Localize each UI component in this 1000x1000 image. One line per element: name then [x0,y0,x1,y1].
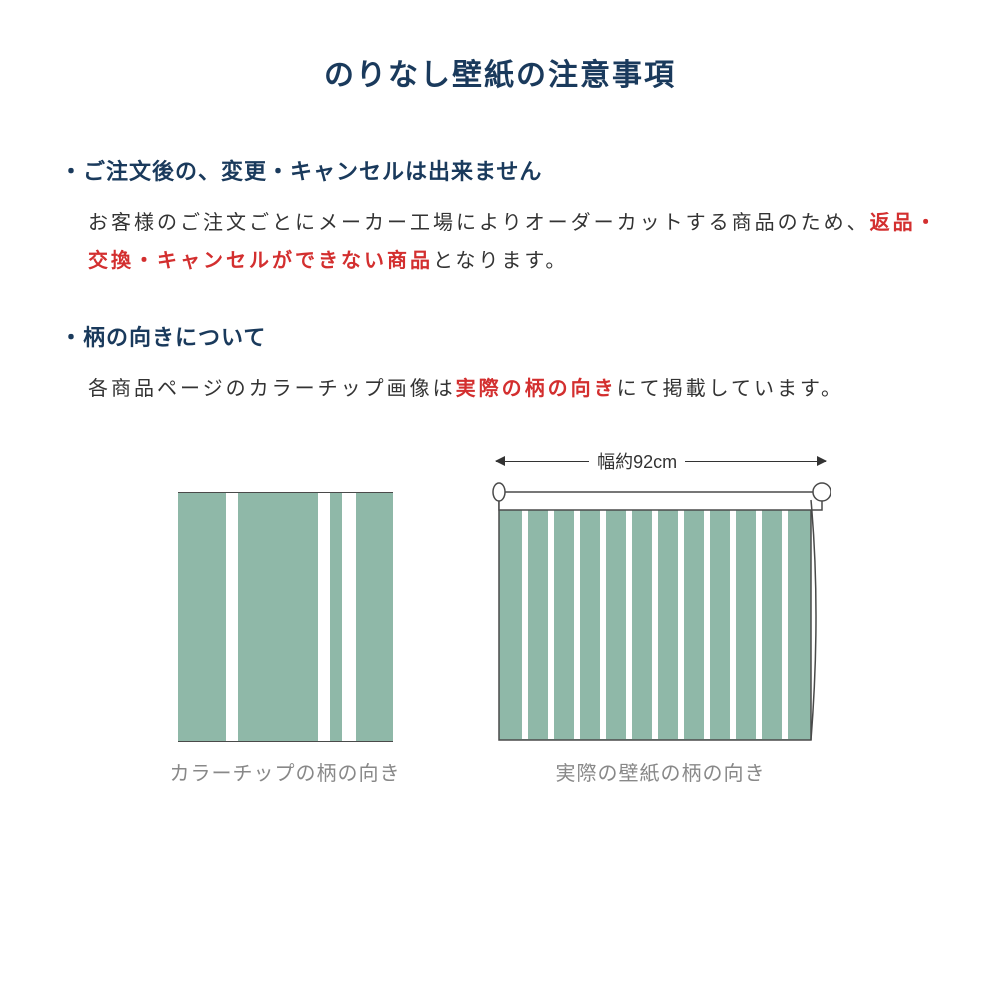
text-post: となります。 [433,250,568,272]
body-cancel: お客様のご注文ごとにメーカー工場によりオーダーカットする商品のため、返品・交換・… [60,204,940,280]
section-pattern-direction: ・柄の向きについて 各商品ページのカラーチップ画像は実際の柄の向きにて掲載してい… [60,320,940,408]
caption-chip: カラーチップの柄の向き [170,757,401,786]
text-pre: お客様のご注文ごとにメーカー工場によりオーダーカットする商品のため、 [88,212,870,234]
diagram-area: カラーチップの柄の向き 幅約92cm 実際の壁紙の柄の向き [60,448,940,786]
diagram-color-chip: カラーチップの柄の向き [170,450,401,786]
body-pattern: 各商品ページのカラーチップ画像は実際の柄の向きにて掲載しています。 [60,370,940,408]
text-pre: 各商品ページのカラーチップ画像は [88,378,456,400]
page-title: のりなし壁紙の注意事項 [60,50,940,94]
caption-roll: 実際の壁紙の柄の向き [556,757,766,786]
width-label: 幅約92cm [597,448,677,474]
text-post: にて掲載しています。 [617,378,844,400]
roll-illustration [491,482,831,742]
diagram-wallpaper-roll: 幅約92cm 実際の壁紙の柄の向き [491,448,831,786]
heading-pattern: ・柄の向きについて [60,320,940,352]
width-arrow: 幅約92cm [496,448,826,474]
chip-illustration [178,492,393,742]
section-cancel-policy: ・ご注文後の、変更・キャンセルは出来ません お客様のご注文ごとにメーカー工場によ… [60,154,940,280]
text-highlight: 実際の柄の向き [456,378,617,400]
heading-cancel: ・ご注文後の、変更・キャンセルは出来ません [60,154,940,186]
